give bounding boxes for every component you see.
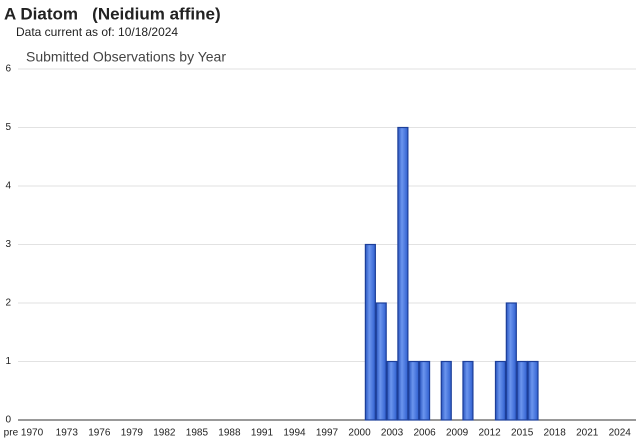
bar xyxy=(364,243,376,421)
bar xyxy=(462,360,474,421)
x-tick-label: 2018 xyxy=(544,428,567,439)
x-tick-label: pre 1970 xyxy=(4,428,44,439)
bar xyxy=(494,360,507,421)
x-tick-label: 1976 xyxy=(88,428,111,439)
y-tick-label: 0 xyxy=(5,415,11,426)
bar xyxy=(440,360,452,421)
subtitle: Data current as of: 10/18/2024 xyxy=(16,25,178,39)
y-tick-label: 5 xyxy=(5,122,11,133)
x-tick-label: 2000 xyxy=(348,428,371,439)
x-tick-label: 2006 xyxy=(413,428,436,439)
x-tick-label: 1991 xyxy=(251,428,274,439)
x-tick-label: 1979 xyxy=(121,428,144,439)
y-tick-label: 6 xyxy=(5,64,11,75)
bar xyxy=(505,302,517,421)
bar xyxy=(516,360,528,421)
bar xyxy=(386,360,398,421)
bar xyxy=(408,360,420,421)
bar xyxy=(418,360,431,421)
x-tick-label: 1973 xyxy=(56,428,79,439)
x-tick-label: 1994 xyxy=(283,428,306,439)
chart-title: Submitted Observations by Year xyxy=(26,49,226,65)
y-tick-label: 2 xyxy=(5,298,11,309)
x-tick-label: 2015 xyxy=(511,428,534,439)
y-tick-label: 1 xyxy=(5,356,11,367)
bar xyxy=(527,360,539,421)
x-tick-label: 1982 xyxy=(153,428,176,439)
x-tick-label: 2024 xyxy=(609,428,632,439)
x-tick-label: 1988 xyxy=(218,428,241,439)
x-tick-label: 2003 xyxy=(381,428,404,439)
y-tick-label: 3 xyxy=(5,239,11,250)
page-title: A Diatom (Neidium affine) xyxy=(4,4,221,23)
x-tick-label: 1997 xyxy=(316,428,339,439)
x-tick-label: 2009 xyxy=(446,428,469,439)
x-tick-label: 2012 xyxy=(479,428,502,439)
x-tick-label: 1985 xyxy=(186,428,209,439)
bar xyxy=(375,302,387,421)
x-tick-label: 2021 xyxy=(576,428,599,439)
bar xyxy=(397,126,409,421)
y-tick-label: 4 xyxy=(5,181,11,192)
